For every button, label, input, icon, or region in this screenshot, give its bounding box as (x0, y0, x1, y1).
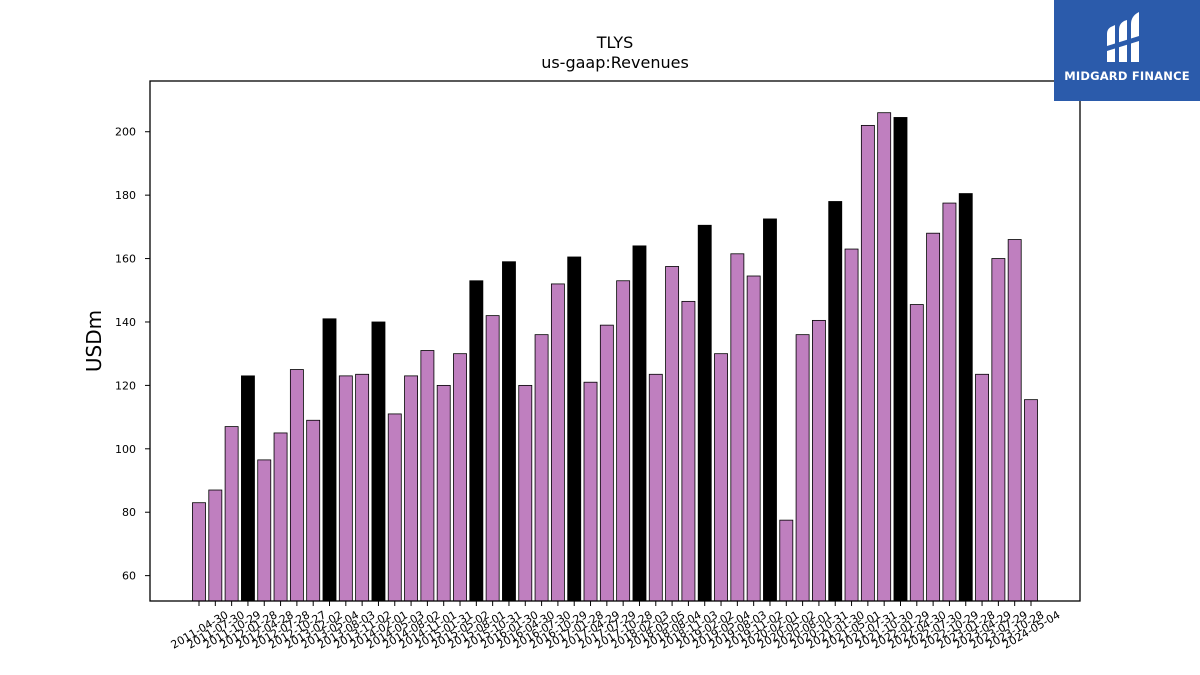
bar-2023-07-29 (991, 258, 1006, 602)
bar-2018-05-05 (648, 373, 663, 602)
y-tick-label: 180 (115, 189, 136, 202)
bar-2015-10-31 (485, 315, 500, 602)
bar-2012-04-28 (257, 459, 272, 602)
bar-2021-07-31 (860, 124, 875, 602)
bar-2022-10-29 (942, 202, 957, 602)
bar-2018-02-03 (632, 245, 647, 602)
y-tick-label: 60 (122, 570, 136, 583)
bar-2011-04-30 (192, 502, 206, 602)
bar-2022-07-30 (926, 232, 941, 602)
y-axis-label: USDm (82, 310, 106, 372)
bar-2017-01-28 (567, 256, 582, 602)
y-tick-label: 200 (115, 126, 136, 139)
bar-2013-11-02 (355, 373, 370, 602)
bar-2015-05-02 (453, 353, 467, 602)
bar-2014-08-02 (404, 375, 418, 602)
bar-2014-11-01 (420, 350, 435, 602)
bar-2018-11-03 (681, 300, 696, 602)
bar-2013-02-02 (306, 419, 321, 602)
x-ticks-group: 2011-04-302011-07-302011-10-292012-01-28… (169, 601, 1063, 652)
bar-2015-01-31 (436, 384, 451, 602)
y-tick-label: 160 (115, 253, 136, 266)
bar-2017-04-29 (583, 381, 598, 602)
bar-2024-05-04 (1024, 399, 1038, 602)
y-tick-label: 120 (115, 379, 136, 392)
bar-2020-08-01 (795, 334, 810, 602)
bar-2012-01-28 (241, 375, 255, 602)
bar-2021-10-30 (877, 112, 892, 602)
y-tick-label: 140 (115, 316, 136, 329)
bar-2021-01-30 (828, 201, 843, 602)
bars-group (192, 112, 1038, 602)
bar-2017-07-29 (599, 324, 614, 602)
bar-2019-02-02 (697, 224, 712, 602)
bar-2017-10-28 (616, 280, 631, 602)
bar-2013-08-03 (338, 375, 353, 602)
y-ticks-group: 60 80 100 120 140 160 180 200 (115, 126, 150, 583)
midgard-logo-icon (1107, 12, 1139, 62)
brand-logo: MIDGARD FINANCE (1054, 0, 1200, 101)
bar-2011-10-29 (224, 426, 239, 602)
bar-2016-07-30 (534, 334, 549, 602)
plot-frame (149, 80, 1081, 602)
bar-2023-01-28 (958, 193, 973, 602)
bar-2012-07-28 (273, 432, 288, 602)
bar-2016-01-30 (502, 261, 516, 602)
chart-title: TLYS (596, 33, 634, 52)
bar-2018-08-04 (665, 266, 680, 602)
brand-name: MIDGARD FINANCE (1064, 69, 1190, 83)
y-tick-label: 80 (122, 506, 136, 519)
y-tick-label: 100 (115, 443, 136, 456)
bar-2022-04-30 (909, 304, 924, 602)
bar-2016-04-30 (518, 384, 533, 602)
bar-2019-05-04 (714, 353, 728, 602)
bar-2020-10-31 (812, 319, 826, 602)
bar-2019-11-02 (746, 275, 761, 602)
bar-2020-05-02 (779, 519, 794, 602)
bar-2023-04-29 (975, 373, 989, 602)
bar-2014-05-03 (387, 413, 402, 602)
chart-subtitle: us-gaap:Revenues (541, 53, 689, 72)
bar-2019-08-03 (730, 253, 745, 602)
bar-2021-05-01 (844, 248, 859, 602)
bar-2016-10-29 (550, 283, 565, 602)
bar-2015-08-01 (469, 280, 484, 602)
bar-2014-02-01 (371, 321, 386, 602)
bar-2020-02-01 (763, 218, 777, 602)
bar-2012-10-27 (289, 369, 304, 602)
bar-2013-05-04 (322, 318, 337, 602)
bar-2023-10-28 (1007, 239, 1022, 602)
bar-2011-07-30 (208, 489, 223, 602)
bar-2022-01-29 (893, 117, 908, 602)
